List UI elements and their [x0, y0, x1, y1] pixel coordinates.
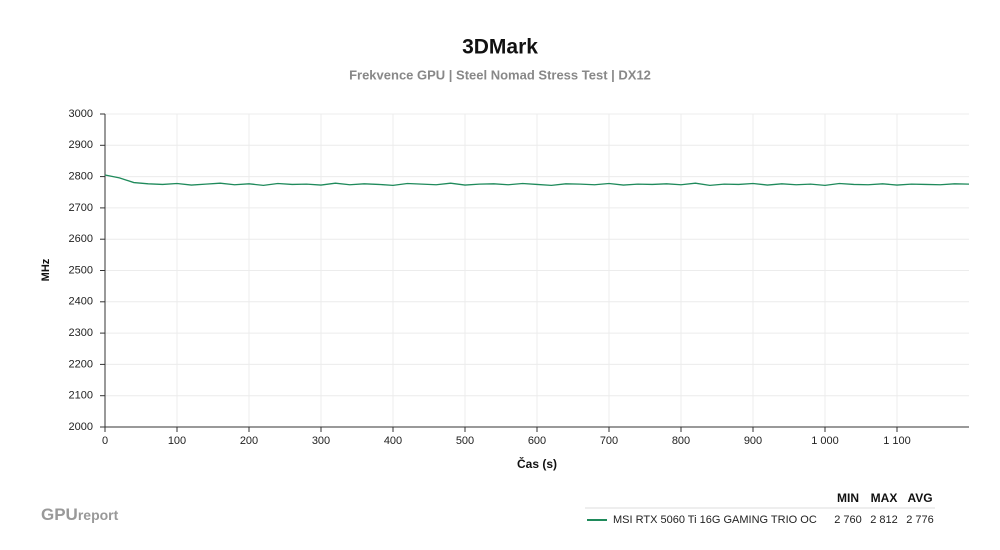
legend-stat: 2 776: [906, 514, 934, 526]
y-tick-label: 2700: [69, 202, 93, 214]
x-tick-label: 800: [672, 435, 690, 447]
y-tick-label: 2100: [69, 390, 93, 402]
line-series: [104, 174, 970, 187]
x-tick-label: 600: [528, 435, 546, 447]
x-tick-label: 1 000: [811, 435, 839, 447]
legend-header: MAX: [871, 491, 898, 505]
x-tick-label: 100: [168, 435, 186, 447]
chart-title: 3DMark: [462, 36, 538, 59]
chart-subtitle: Frekvence GPU | Steel Nomad Stress Test …: [349, 67, 651, 82]
brand: GPUreport: [41, 505, 119, 524]
legend-stat: 2 812: [870, 514, 898, 526]
x-tick-label: 700: [600, 435, 618, 447]
x-tick-label: 900: [744, 435, 762, 447]
y-tick-label: 3000: [69, 108, 93, 120]
y-tick-label: 2400: [69, 296, 93, 308]
x-tick-label: 1 100: [883, 435, 911, 447]
y-tick-label: 2200: [69, 358, 93, 370]
legend-header: MIN: [837, 491, 859, 505]
y-tick-label: 2900: [69, 139, 93, 151]
legend-stat: 2 760: [834, 514, 862, 526]
y-tick-label: 2500: [69, 264, 93, 276]
x-tick-label: 300: [312, 435, 330, 447]
brand-part: GPU: [41, 505, 78, 524]
x-axis-label: Čas (s): [517, 456, 557, 471]
y-tick-label: 2600: [69, 233, 93, 245]
legend-header: AVG: [907, 491, 932, 505]
x-tick-label: 200: [240, 435, 258, 447]
y-tick-label: 2800: [69, 171, 93, 183]
x-tick-label: 500: [456, 435, 474, 447]
x-tick-label: 0: [102, 435, 108, 447]
y-tick-label: 2300: [69, 327, 93, 339]
brand-part: report: [78, 507, 119, 523]
legend-label: MSI RTX 5060 Ti 16G GAMING TRIO OC: [613, 514, 817, 526]
x-tick-label: 400: [384, 435, 402, 447]
y-tick-label: 2000: [69, 421, 93, 433]
y-axis-label: MHz: [40, 258, 52, 281]
